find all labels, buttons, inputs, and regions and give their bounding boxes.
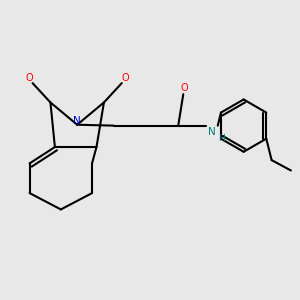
- Text: H: H: [219, 134, 225, 142]
- Text: O: O: [25, 73, 33, 83]
- Text: O: O: [181, 83, 189, 93]
- Text: N: N: [73, 116, 81, 126]
- Text: O: O: [122, 73, 129, 83]
- Text: N: N: [208, 127, 216, 137]
